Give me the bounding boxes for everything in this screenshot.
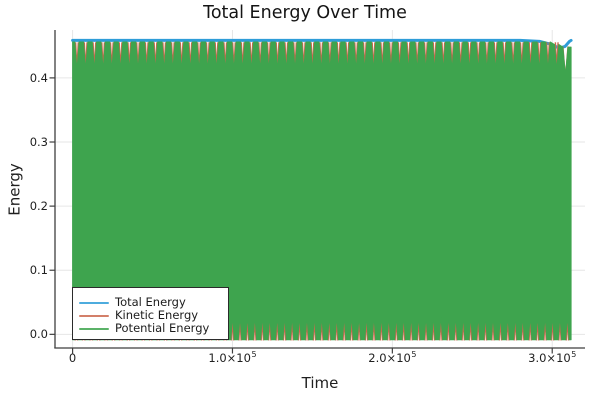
- legend-item-potential: Potential Energy: [79, 322, 228, 335]
- legend-label-potential: Potential Energy: [115, 321, 210, 335]
- legend: Total Energy Kinetic Energy Potential En…: [72, 287, 229, 340]
- y-tick-label: 0.4: [29, 70, 48, 85]
- y-tick-label: 0.2: [29, 199, 48, 214]
- x-tick-label-exponent: 5: [571, 350, 577, 359]
- x-tick-label-main: 0: [68, 351, 77, 365]
- total-energy-line-swatch: [79, 301, 109, 304]
- x-tick-label-main: 2.0×10: [368, 351, 411, 365]
- legend-label-kinetic: Kinetic Energy: [115, 308, 199, 322]
- y-tick-label: 0.3: [29, 135, 48, 149]
- kinetic-energy-line-swatch: [79, 314, 109, 317]
- legend-item-kinetic: Kinetic Energy: [79, 309, 228, 322]
- x-tick-label-main: 1.0×10: [208, 351, 251, 365]
- x-tick-label: 0: [28, 351, 118, 365]
- x-tick-label: 2.0×105: [347, 350, 437, 365]
- y-tick-label: 0.0: [29, 327, 48, 342]
- y-axis-label: Energy: [5, 163, 24, 216]
- x-tick-label-exponent: 5: [251, 350, 257, 359]
- chart-title: Total Energy Over Time: [203, 3, 407, 23]
- potential-energy-line-swatch: [79, 327, 109, 330]
- x-tick-label-main: 3.0×10: [528, 351, 571, 365]
- x-tick-label: 1.0×105: [187, 350, 277, 365]
- legend-item-total: Total Energy: [79, 296, 228, 309]
- x-tick-label-exponent: 5: [411, 350, 417, 359]
- y-tick-label: 0.1: [29, 263, 48, 278]
- x-tick-label: 3.0×105: [507, 350, 597, 365]
- x-axis-label: Time: [301, 374, 339, 392]
- legend-label-total: Total Energy: [115, 295, 186, 309]
